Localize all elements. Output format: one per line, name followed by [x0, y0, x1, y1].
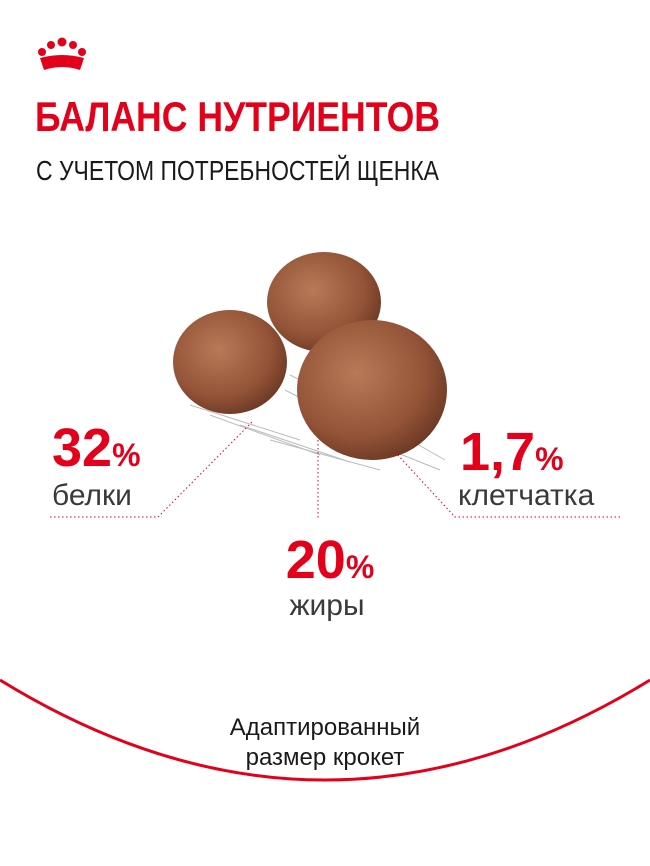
crown-logo [38, 37, 86, 70]
footer-line: размер крокет [246, 744, 405, 771]
bottom-arc [0, 678, 650, 782]
kibble [297, 320, 447, 460]
stat-value: 1,7% [460, 422, 564, 482]
stat-value: 20% [286, 530, 375, 590]
stat-value: 32% [52, 418, 141, 478]
subtitle: С УЧЕТОМ ПОТРЕБНОСТЕЙ ЩЕНКА [36, 155, 439, 186]
stat-label: белки [52, 479, 132, 512]
stat-label: клетчатка [458, 479, 595, 512]
leader-lines [50, 421, 622, 520]
title: БАЛАНС НУТРИЕНТОВ [35, 93, 440, 140]
kibble [173, 310, 287, 414]
footer-line: Адаптированный [230, 714, 420, 741]
stat-label: жиры [289, 589, 364, 622]
